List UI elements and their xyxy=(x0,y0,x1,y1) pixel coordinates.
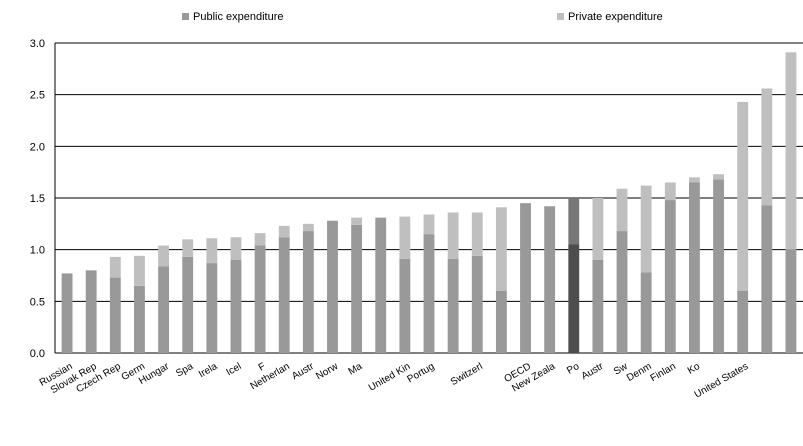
x-tick-label: Ko xyxy=(686,361,702,377)
bar-private xyxy=(447,212,459,259)
bar-public xyxy=(616,231,628,353)
bar-public xyxy=(85,270,97,353)
bar-private xyxy=(109,256,121,278)
bar-private xyxy=(640,185,652,273)
bar-public xyxy=(761,205,773,353)
bar-private xyxy=(495,207,507,291)
y-tick-label: 0.0 xyxy=(30,348,45,360)
bar-private xyxy=(471,212,483,256)
x-tick-label: Norw xyxy=(314,361,340,383)
bar-private xyxy=(761,88,773,206)
x-tick-label: Ma xyxy=(347,361,365,378)
legend-label-public: Public expenditure xyxy=(193,11,284,23)
x-tick-label: Netherlan xyxy=(249,361,292,392)
x-tick-label: F xyxy=(257,361,268,374)
bar-public xyxy=(737,291,749,353)
bar-public xyxy=(520,203,531,353)
chart-legend: Public expenditure Private expenditure xyxy=(182,11,663,23)
y-tick-label: 0.5 xyxy=(30,296,45,308)
bar-public xyxy=(495,291,507,353)
bar-private xyxy=(568,198,580,245)
bars xyxy=(61,52,797,353)
bar-public xyxy=(206,263,218,353)
bar-public xyxy=(134,285,145,353)
bar-public xyxy=(471,255,483,353)
bar-private xyxy=(351,217,363,225)
bar-public xyxy=(278,237,290,353)
y-tick-label: 1.0 xyxy=(30,245,45,257)
legend-label-private: Private expenditure xyxy=(568,11,663,23)
bar-private xyxy=(664,182,676,201)
bar-public xyxy=(785,249,797,353)
bar-private xyxy=(399,216,411,259)
bar-private xyxy=(688,177,700,183)
bar-public xyxy=(254,245,266,353)
bar-public xyxy=(544,206,556,353)
x-tick-label: Switzerl xyxy=(449,361,485,388)
bar-private xyxy=(134,255,145,286)
bar-public xyxy=(568,244,580,353)
y-tick-label: 1.5 xyxy=(30,193,45,205)
bar-public xyxy=(351,224,363,353)
x-tick-label: Austr xyxy=(580,361,606,383)
bar-private xyxy=(423,214,435,235)
bar-public xyxy=(713,179,724,353)
bar-public xyxy=(447,258,459,353)
bar-private xyxy=(616,188,628,232)
bar-private xyxy=(713,174,724,180)
bar-private xyxy=(254,233,266,246)
bar-public xyxy=(158,266,170,353)
bar-public xyxy=(423,234,435,353)
bar-private xyxy=(592,198,604,260)
bar-public xyxy=(302,231,314,353)
x-tick-label: Icel xyxy=(224,361,243,378)
bar-private xyxy=(302,223,314,232)
x-tick-label: United States xyxy=(693,361,751,401)
bar-private xyxy=(785,52,797,250)
bar-private xyxy=(737,101,749,292)
bar-private xyxy=(182,239,194,257)
y-tick-label: 3.0 xyxy=(30,38,45,50)
legend-swatch-public xyxy=(182,13,189,20)
bar-public xyxy=(640,272,652,353)
x-tick-label: Spa xyxy=(174,361,195,380)
bar-public xyxy=(664,200,676,353)
x-tick-label: Irela xyxy=(197,361,220,380)
x-tick-label: Finlan xyxy=(649,361,678,384)
bar-public xyxy=(109,277,121,353)
bar-private xyxy=(278,225,290,238)
bar-public xyxy=(61,273,73,353)
bar-public xyxy=(327,220,338,353)
bar-private xyxy=(230,237,242,260)
x-tick-label: Austr xyxy=(290,361,316,383)
bar-public xyxy=(688,182,700,353)
bar-public xyxy=(182,256,194,353)
x-tick-label: Portug xyxy=(405,361,436,385)
legend-swatch-private xyxy=(557,13,564,20)
x-tick-label: Denm xyxy=(625,361,654,384)
x-tick-label: Po xyxy=(565,361,581,377)
y-tick-label: 2.0 xyxy=(30,141,45,153)
bar-public xyxy=(399,258,411,353)
bar-private xyxy=(158,245,170,267)
bar-public xyxy=(375,217,387,353)
bar-public xyxy=(592,260,604,353)
y-axis: 0.0 0.5 1.0 1.5 2.0 2.5 3.0 xyxy=(30,38,56,360)
bar-private xyxy=(206,238,218,264)
bar-public xyxy=(230,260,242,353)
y-tick-label: 2.5 xyxy=(30,90,45,102)
